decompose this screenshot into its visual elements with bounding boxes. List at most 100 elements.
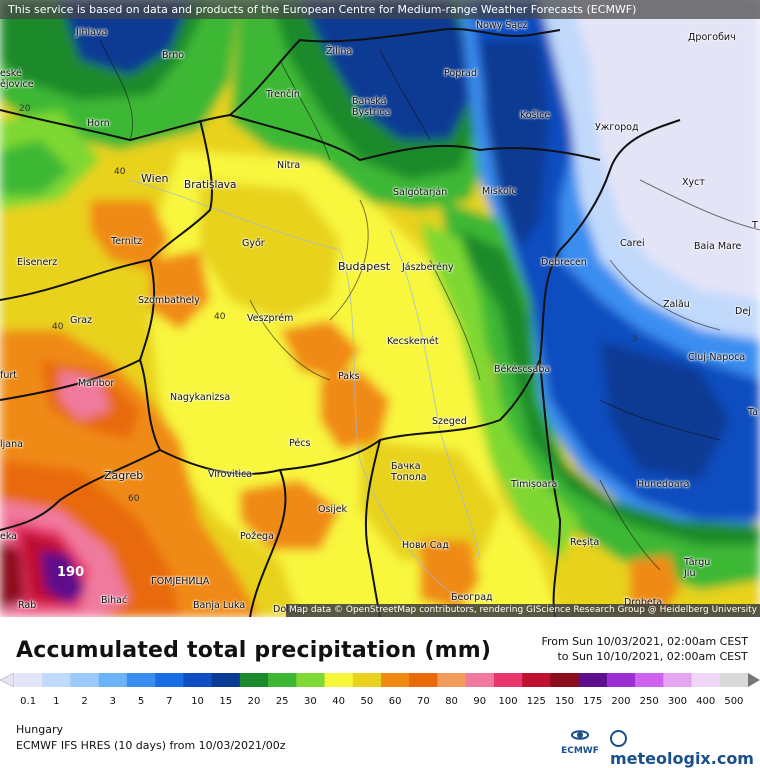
city-szombathely: Szombathely (138, 295, 200, 306)
isoline-label: 20 (19, 104, 31, 114)
city-carei: Carei (620, 238, 645, 249)
city-novi-sad: Нови Сад (402, 540, 449, 551)
city-wien: Wien (141, 172, 169, 185)
city-edge-t: T (752, 220, 758, 231)
time-range: From Sun 10/03/2021, 02:00am CEST to Sun… (541, 634, 748, 664)
precipitation-map[interactable]: This service is based on data and produc… (0, 0, 760, 617)
legend-label: 30 (304, 696, 317, 707)
legend-arrow-right (748, 673, 760, 687)
meteologix-logo[interactable]: meteologix.com (610, 730, 760, 768)
city-bekescsaba: Békéscsaba (494, 364, 551, 375)
city-hunedoara: Hunedoara (637, 479, 690, 490)
city-drobeta: Drobeta (624, 597, 663, 608)
city-jaszbereny: Jászberény (402, 262, 454, 273)
city-gomjenica: ГОМЈЕНИЦА (151, 576, 210, 587)
city-resita: Reșița (570, 537, 600, 548)
legend-label: 80 (445, 696, 458, 707)
city-targu-jiu: Târgu Jiu (684, 557, 711, 579)
legend-swatch (296, 673, 326, 687)
time-range-from: From Sun 10/03/2021, 02:00am CEST (541, 635, 748, 648)
isoline-label: 40 (214, 312, 226, 322)
legend-swatch (522, 673, 551, 687)
legend-label: 20 (247, 696, 261, 707)
city-kecskemet: Kecskemét (387, 336, 439, 347)
legend-label: 5 (137, 696, 145, 707)
city-zilina: Žilina (326, 46, 353, 57)
legend-label: 200 (611, 696, 631, 707)
legend-swatch (381, 673, 410, 687)
legend-label: 3 (109, 696, 116, 707)
legend-label: 250 (639, 696, 659, 707)
city-beograd: Београд (451, 592, 493, 603)
legend-swatch (126, 673, 156, 687)
ecmwf-notice: This service is based on data and produc… (0, 0, 760, 19)
isoline-label: 40 (114, 167, 126, 177)
legend-swatch (352, 673, 382, 687)
legend-swatch (211, 673, 241, 687)
city-bihac: Bihać (101, 595, 128, 606)
legend-swatch (98, 673, 128, 687)
city-jihlava: Jihlava (76, 27, 108, 38)
city-nagykanizsa: Nagykanizsa (170, 392, 231, 403)
isoline-label: 5 (632, 334, 638, 344)
legend-label: 400 (696, 696, 716, 707)
legend-swatch (239, 673, 269, 687)
legend-label: 1 (53, 696, 60, 707)
legend-swatch (663, 673, 693, 687)
legend-label: 25 (275, 696, 289, 707)
map-attribution[interactable]: Map data © OpenStreetMap contributors, r… (286, 604, 760, 617)
city-banska-bystrica: Banská Bystrica (352, 96, 391, 118)
city-maribor: Maribor (78, 378, 115, 389)
legend-label: 100 (498, 696, 518, 707)
city-graz: Graz (70, 315, 93, 326)
legend-swatch (550, 673, 580, 687)
city-poprad: Poprad (444, 68, 477, 79)
city-drohobych: Дрогобич (688, 32, 736, 43)
city-budapest: Budapest (338, 260, 391, 273)
country-borders (0, 28, 681, 617)
legend-label: 15 (219, 696, 233, 707)
city-khust: Хуст (682, 177, 705, 188)
city-baia-mare: Baia Mare (694, 241, 742, 252)
legend-swatch (268, 673, 297, 687)
city-paks: Paks (338, 371, 360, 382)
city-virovitica: Virovitica (208, 469, 253, 480)
legend-swatch (70, 673, 100, 687)
legend-label: 50 (360, 696, 374, 707)
city-brno: Brno (162, 50, 185, 61)
city-dej: Dej (735, 306, 751, 317)
legend-label: 125 (526, 696, 546, 707)
city-pecs: Pécs (289, 438, 311, 449)
ecmwf-logo-icon (570, 730, 590, 740)
legend-label: 0.1 (20, 696, 37, 707)
city-nitra: Nitra (277, 160, 301, 171)
legend-label: 300 (667, 696, 687, 707)
legend-label: 175 (583, 696, 603, 707)
color-legend (0, 672, 760, 688)
ecmwf-logo-text: ECMWF (561, 746, 599, 756)
precipitation-field (0, 0, 760, 617)
model-run: ECMWF IFS HRES (10 days) from 10/03/2021… (16, 739, 286, 752)
legend-label: 90 (473, 696, 487, 707)
city-szeged: Szeged (432, 416, 467, 427)
legend-swatch (437, 673, 467, 687)
legend-label: 10 (191, 696, 204, 707)
legend-label: 2 (81, 696, 88, 707)
city-uzhhorod: Ужгород (595, 122, 639, 133)
legend-label: 7 (166, 696, 173, 707)
city-debrecen: Debrecen (541, 257, 587, 268)
legend-label: 150 (554, 696, 575, 707)
legend-swatch (324, 673, 354, 687)
region-borders (99, 39, 760, 571)
city-rijeka: eka (0, 531, 18, 542)
legend-swatch (691, 673, 721, 687)
legend-swatch (155, 673, 184, 687)
city-trencin: Trenčín (266, 89, 300, 100)
city-salgotarjan: Salgótarján (393, 187, 448, 198)
legend-swatch (635, 673, 664, 687)
city-miskolc: Miskolc (482, 186, 517, 197)
legend-swatch (183, 673, 213, 687)
city-nowy-sacz: Nowy Sącz (476, 20, 528, 31)
city-banja-luka: Banja Luka (193, 600, 246, 611)
city-pozega: Požega (240, 531, 274, 542)
